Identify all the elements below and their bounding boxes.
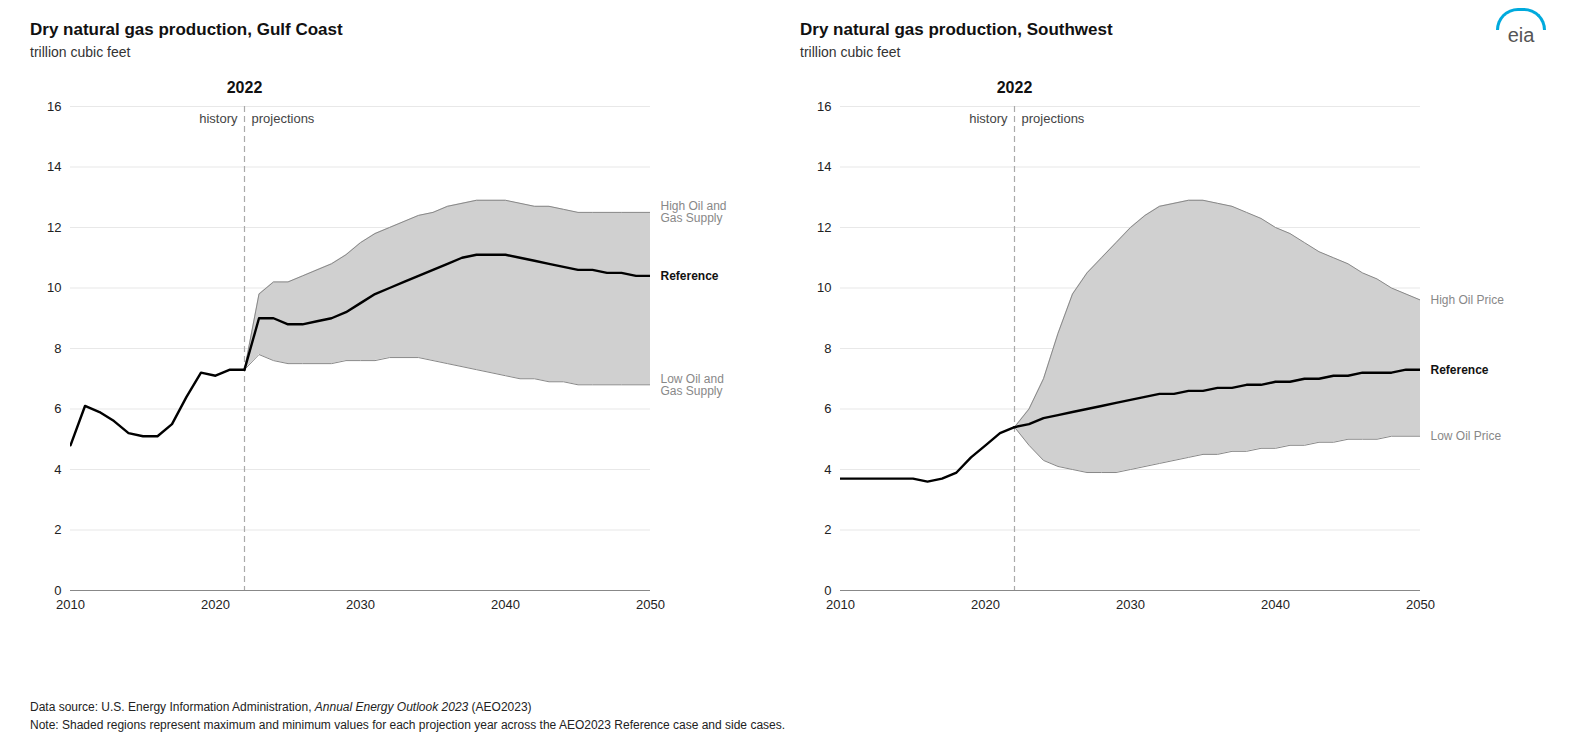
svg-text:16: 16 [817, 99, 831, 114]
html-text:Dry natural gas production, So: Dry natural gas production, Southwest [800, 20, 1113, 39]
svg-text:4: 4 [54, 462, 61, 477]
svg-text:6: 6 [54, 401, 61, 416]
svg-text:Reference: Reference [1431, 363, 1489, 377]
svg-text:Reference: Reference [661, 269, 719, 283]
svg-text:2020: 2020 [201, 597, 230, 612]
svg-text:High Oil Price: High Oil Price [1431, 293, 1505, 307]
svg-text:history: history [969, 111, 1008, 126]
svg-text:High Oil andGas Supply: High Oil andGas Supply [661, 199, 727, 225]
svg-text:8: 8 [824, 341, 831, 356]
svg-text:2050: 2050 [1406, 597, 1435, 612]
html-text:Note: Shaded regions represent: Note: Shaded regions represent maximum a… [30, 718, 786, 732]
svg-text:2022: 2022 [227, 79, 263, 96]
svg-text:2: 2 [824, 522, 831, 537]
svg-text:2030: 2030 [1116, 597, 1145, 612]
svg-text:8: 8 [54, 341, 61, 356]
svg-text:6: 6 [824, 401, 831, 416]
svg-text:10: 10 [817, 280, 831, 295]
html-text:Dry natural gas production, Gu: Dry natural gas production, Gulf Coast [30, 20, 343, 39]
svg-text:history: history [199, 111, 238, 126]
svg-text:projections: projections [1022, 111, 1085, 126]
svg-text:0: 0 [824, 583, 831, 598]
svg-text:projections: projections [252, 111, 315, 126]
html-text:trillion cubic feet: trillion cubic feet [30, 44, 131, 60]
svg-text:12: 12 [47, 220, 61, 235]
svg-text:2010: 2010 [56, 597, 85, 612]
svg-text:2050: 2050 [636, 597, 665, 612]
svg-text:14: 14 [817, 159, 831, 174]
svg-text:4: 4 [824, 462, 831, 477]
html-text:trillion cubic feet: trillion cubic feet [800, 44, 901, 60]
svg-text:2: 2 [54, 522, 61, 537]
html-text:eia: eia [1507, 24, 1535, 46]
svg-text:2010: 2010 [826, 597, 855, 612]
svg-text:12: 12 [817, 220, 831, 235]
svg-text:Low Oil Price: Low Oil Price [1431, 429, 1502, 443]
svg-text:Low Oil andGas Supply: Low Oil andGas Supply [661, 372, 724, 398]
svg-text:0: 0 [54, 583, 61, 598]
svg-text:10: 10 [47, 280, 61, 295]
svg-text:2022: 2022 [997, 79, 1033, 96]
svg-text:16: 16 [47, 99, 61, 114]
html-text:Data source: U.S. Energy Infor: Data source: U.S. Energy Information Adm… [30, 700, 532, 714]
svg-text:2030: 2030 [346, 597, 375, 612]
svg-text:2020: 2020 [971, 597, 1000, 612]
svg-text:2040: 2040 [1261, 597, 1290, 612]
svg-text:2040: 2040 [491, 597, 520, 612]
svg-text:14: 14 [47, 159, 61, 174]
